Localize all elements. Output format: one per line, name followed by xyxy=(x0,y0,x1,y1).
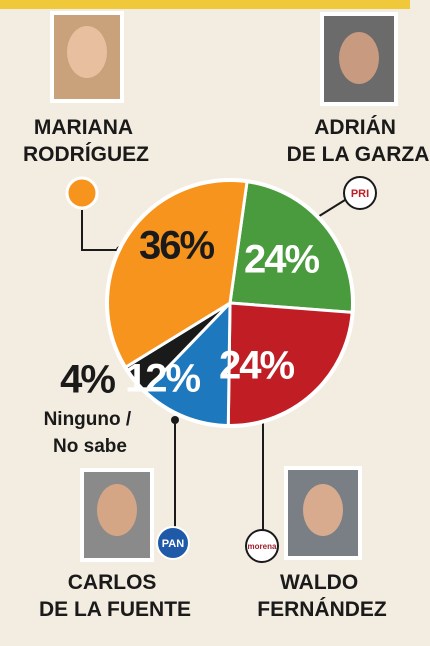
leader-dot xyxy=(171,416,179,424)
label-line: No sabe xyxy=(53,436,127,457)
value-label: 12% xyxy=(125,357,200,401)
labels: 24% 24% 12%4% 36% ADRIÁN DE LA GARZA WALDO FE… xyxy=(23,116,429,621)
label-line: CARLOS xyxy=(68,571,163,594)
header-bar xyxy=(0,0,410,9)
party-logo xyxy=(156,526,190,560)
category-label: ADRIÁN DE LA GARZA xyxy=(287,116,430,166)
label-line: ADRIÁN xyxy=(314,116,402,139)
label-line: FERNÁNDEZ xyxy=(257,598,387,621)
photo xyxy=(80,468,154,562)
label-line: Ninguno / xyxy=(44,409,137,430)
category-label: WALDO FERNÁNDEZ xyxy=(257,571,387,621)
party-logo xyxy=(65,176,99,210)
party-label: PRI xyxy=(351,188,369,200)
photo xyxy=(284,466,362,560)
party-logo xyxy=(343,176,377,210)
party-label: PAN xyxy=(162,538,184,550)
label-line: DE LA GARZA xyxy=(287,143,430,166)
category-label: CARLOS DE LA FUENTE xyxy=(39,571,191,621)
party-logo xyxy=(245,529,279,563)
value-label: 24% xyxy=(219,344,294,388)
photo xyxy=(50,11,124,103)
pie xyxy=(105,178,355,428)
photo xyxy=(320,12,398,106)
party-label: morena xyxy=(248,542,277,551)
leader-line xyxy=(81,210,120,251)
category-label: MARIANA RODRÍGUEZ xyxy=(23,116,149,166)
value-label: 36% xyxy=(139,224,214,268)
label-line: WALDO xyxy=(280,571,364,594)
category-label: Ninguno / No sabe xyxy=(44,409,137,457)
label-line: MARIANA xyxy=(34,116,138,139)
label-line: DE LA FUENTE xyxy=(39,598,191,621)
pie-border xyxy=(105,178,355,428)
label-line: RODRÍGUEZ xyxy=(23,143,149,166)
value-label: 24% xyxy=(244,238,319,282)
value-label: 4% xyxy=(60,358,115,402)
